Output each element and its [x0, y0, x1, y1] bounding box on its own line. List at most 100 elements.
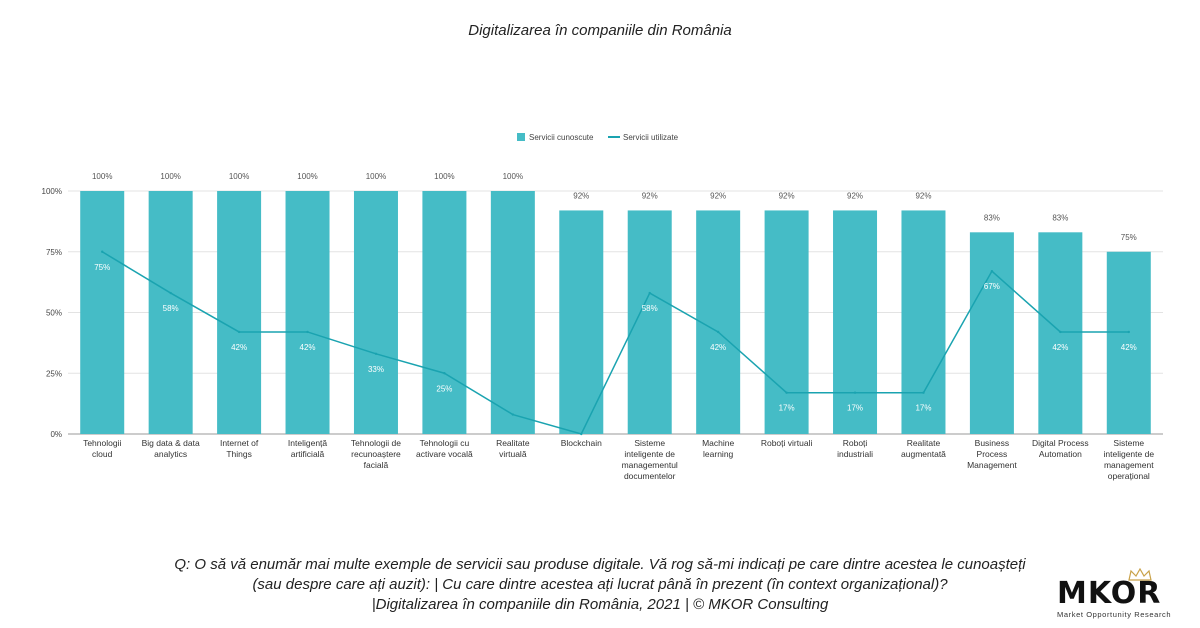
x-tick-label: operațional: [1108, 471, 1150, 481]
line-point: [853, 391, 857, 394]
line-point: [580, 432, 583, 436]
caption-line-1: Q: O să vă enumăr mai multe exemple de s…: [174, 556, 1026, 573]
line-point: [1059, 330, 1062, 334]
y-tick-label: 100%: [42, 187, 62, 196]
bar[interactable]: [217, 191, 262, 434]
x-tick-label: Tehnologii: [83, 438, 121, 448]
x-tick-label: analytics: [154, 449, 187, 459]
line-value-label: 67%: [984, 282, 1000, 291]
line-value-label: 17%: [847, 404, 863, 413]
x-tick-label: Realitate: [907, 438, 941, 448]
bar[interactable]: [696, 210, 741, 434]
line-value-label: 58%: [163, 304, 179, 313]
bar-value-label: 92%: [573, 191, 589, 200]
bar-value-label: 92%: [710, 191, 726, 200]
line-point: [990, 269, 994, 273]
logo-subtitle: Market Opportunity Research: [1057, 610, 1172, 619]
bar-value-label: 100%: [92, 172, 112, 181]
bar[interactable]: [764, 210, 809, 434]
y-tick-label: 25%: [46, 369, 62, 378]
x-tick-label: Big data & data: [142, 438, 200, 448]
line-value-label: 42%: [710, 343, 726, 352]
line-point: [169, 291, 172, 295]
x-tick-label: Tehnologii cu: [420, 438, 470, 448]
bar-value-label: 92%: [847, 191, 863, 200]
legend-swatch-cunoscute: [517, 133, 525, 141]
line-point: [716, 330, 720, 334]
line-point: [101, 250, 104, 253]
line-value-label: 42%: [300, 343, 316, 352]
x-tick-label: inteligente de: [624, 449, 675, 459]
bar-value-label: 83%: [1052, 213, 1068, 222]
x-tick-label: Blockchain: [561, 438, 602, 448]
x-tick-label: management: [1104, 460, 1154, 470]
line-value-label: 17%: [915, 404, 931, 413]
x-tick-label: Sisteme: [1113, 438, 1144, 448]
x-tick-label: Tehnologii de: [351, 438, 401, 448]
y-tick-label: 50%: [46, 309, 62, 318]
bar-value-label: 100%: [297, 172, 317, 181]
bar[interactable]: [285, 191, 330, 434]
x-tick-label: documentelor: [624, 471, 676, 481]
line-point: [1127, 330, 1130, 334]
bar-value-label: 100%: [160, 172, 180, 181]
x-tick-label: Machine: [702, 438, 734, 448]
mkor-logo: MKOR Market Opportunity Research: [1055, 568, 1185, 620]
line-value-label: 25%: [436, 384, 452, 393]
x-tick-label: Digital Process: [1032, 438, 1089, 448]
bar-value-label: 92%: [779, 191, 795, 200]
legend-label-cunoscute: Servicii cunoscute: [529, 133, 594, 142]
x-tick-label: cloud: [92, 449, 113, 459]
crown-icon: [1128, 568, 1152, 581]
line-point: [306, 330, 309, 334]
x-tick-label: facială: [364, 460, 389, 470]
line-point: [237, 330, 241, 334]
legend-label-utilizate: Servicii utilizate: [623, 133, 679, 142]
bar-value-label: 100%: [503, 172, 523, 181]
x-tick-label: artificială: [291, 449, 325, 459]
bar-value-label: 75%: [1121, 233, 1137, 242]
x-tick-label: augmentată: [901, 449, 946, 459]
line-value-label: 33%: [368, 365, 384, 374]
bar-value-label: 100%: [366, 172, 386, 181]
bar-value-label: 83%: [984, 213, 1000, 222]
x-tick-label: learning: [703, 449, 734, 459]
bar[interactable]: [559, 210, 604, 434]
bar[interactable]: [148, 191, 193, 434]
line-value-label: 42%: [231, 343, 247, 352]
bar[interactable]: [1038, 232, 1083, 434]
line-value-label: 42%: [1052, 343, 1068, 352]
bar-value-label: 100%: [229, 172, 249, 181]
x-tick-label: Things: [226, 449, 252, 459]
bar[interactable]: [490, 191, 535, 434]
bar[interactable]: [969, 232, 1014, 434]
bar[interactable]: [627, 210, 672, 434]
line-point: [511, 413, 515, 416]
chart-title: Digitalizarea în companiile din România: [468, 22, 732, 39]
x-tick-label: Realitate: [496, 438, 530, 448]
x-tick-label: managementul: [622, 460, 678, 470]
bar[interactable]: [833, 210, 878, 434]
bar[interactable]: [80, 191, 125, 434]
bar[interactable]: [901, 210, 946, 434]
line-value-label: 58%: [642, 304, 658, 313]
bar[interactable]: [353, 191, 398, 434]
line-value-label: 42%: [1121, 343, 1137, 352]
x-tick-label: Business: [975, 438, 1010, 448]
caption-line-3: |Digitalizarea în companiile din România…: [371, 596, 829, 613]
x-tick-label: inteligente de: [1103, 449, 1154, 459]
bar[interactable]: [422, 191, 467, 434]
x-tick-label: Roboți: [843, 438, 868, 448]
bar-value-label: 100%: [434, 172, 454, 181]
x-tick-label: recunoaștere: [351, 449, 401, 459]
x-tick-label: industriali: [837, 449, 873, 459]
bar[interactable]: [1106, 251, 1151, 434]
x-tick-label: Automation: [1039, 449, 1082, 459]
bar-value-label: 92%: [915, 191, 931, 200]
x-tick-label: activare vocală: [416, 449, 473, 459]
line-point: [648, 291, 651, 295]
x-tick-label: Sisteme: [634, 438, 665, 448]
question-caption: Q: O să vă enumăr mai multe exemple de s…: [100, 555, 1100, 615]
line-point: [443, 372, 446, 375]
